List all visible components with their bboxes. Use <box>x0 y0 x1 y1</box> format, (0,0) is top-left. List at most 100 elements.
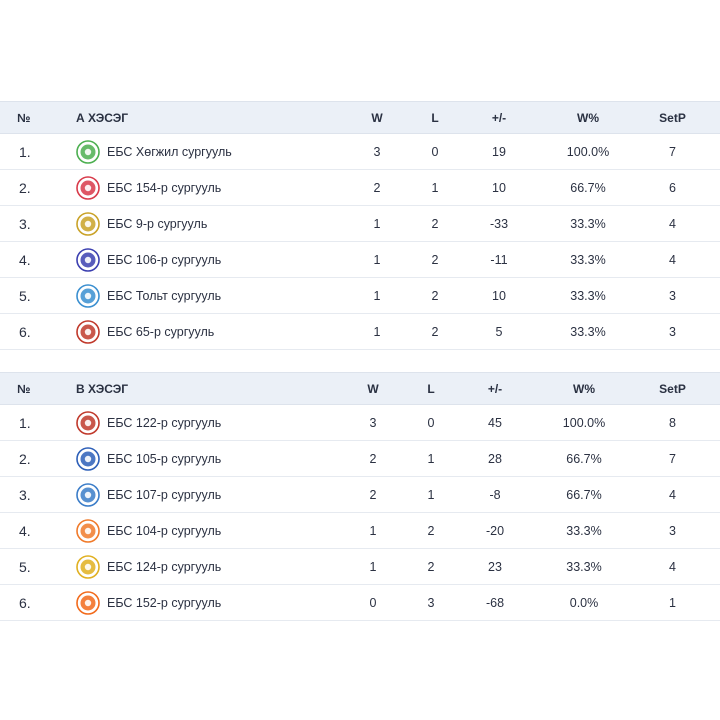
table-row[interactable]: 2. ЕБС 105-р сургууль 2 1 28 66.7% 7 <box>0 440 720 477</box>
rank-cell: 5. <box>0 277 76 314</box>
win-pct-column-header: W% <box>551 101 625 134</box>
team-link[interactable]: ЕБС 152-р сургууль <box>76 590 331 615</box>
table-header-row: № А ХЭСЭГ W L +/- W% SetP <box>0 101 720 134</box>
school-105-logo-icon <box>76 446 100 471</box>
team-link[interactable]: ЕБС 106-р сургууль <box>76 247 331 272</box>
win-pct-cell: 33.3% <box>551 205 625 242</box>
win-pct-cell: 66.7% <box>551 169 625 206</box>
table-row[interactable]: 5. ЕБС 124-р сургууль 1 2 23 33.3% 4 <box>0 548 720 585</box>
team-cell: ЕБС 124-р сургууль <box>76 548 331 585</box>
school-9-logo-icon <box>76 211 100 236</box>
team-name: ЕБС 124-р сургууль <box>107 559 222 574</box>
table-row[interactable]: 6. ЕБС 152-р сургууль 0 3 -68 0.0% 1 <box>0 584 720 621</box>
team-link[interactable]: ЕБС 104-р сургууль <box>76 518 331 543</box>
table-row[interactable]: 1. ЕБС Хөгжил сургууль 3 0 19 100.0% 7 <box>0 133 720 170</box>
losses-cell: 2 <box>423 313 447 350</box>
diff-cell: -68 <box>447 584 543 621</box>
diff-cell: 23 <box>447 548 543 585</box>
table-row[interactable]: 3. ЕБС 107-р сургууль 2 1 -8 66.7% 4 <box>0 476 720 513</box>
team-link[interactable]: ЕБС 124-р сургууль <box>76 554 331 579</box>
school-107-logo-icon <box>76 482 100 507</box>
group-title: А ХЭСЭГ <box>76 101 331 134</box>
team-link[interactable]: ЕБС 105-р сургууль <box>76 446 331 471</box>
team-link[interactable]: ЕБС 122-р сургууль <box>76 410 331 435</box>
setp-cell: 3 <box>625 277 720 314</box>
losses-cell: 2 <box>423 277 447 314</box>
rank-column-header: № <box>0 101 76 134</box>
team-name: ЕБС 154-р сургууль <box>107 180 222 195</box>
losses-column-header: L <box>415 372 447 405</box>
diff-column-header: +/- <box>447 372 543 405</box>
wins-column-header: W <box>331 372 415 405</box>
standings-table: № В ХЭСЭГ W L +/- W% SetP 1. ЕБС 122-р су… <box>0 372 720 621</box>
team-link[interactable]: ЕБС 9-р сургууль <box>76 211 331 236</box>
win-pct-cell: 66.7% <box>543 440 625 477</box>
losses-cell: 2 <box>415 512 447 549</box>
group-title: В ХЭСЭГ <box>76 372 331 405</box>
team-name: ЕБС 106-р сургууль <box>107 252 222 267</box>
win-pct-cell: 66.7% <box>543 476 625 513</box>
diff-cell: 10 <box>447 277 551 314</box>
losses-cell: 2 <box>423 241 447 278</box>
team-link[interactable]: ЕБС 65-р сургууль <box>76 319 331 344</box>
group-b-standings: № В ХЭСЭГ W L +/- W% SetP 1. ЕБС 122-р су… <box>0 372 720 621</box>
wins-cell: 1 <box>331 277 423 314</box>
win-pct-column-header: W% <box>543 372 625 405</box>
team-link[interactable]: ЕБС Хөгжил сургууль <box>76 139 331 164</box>
table-header-row: № В ХЭСЭГ W L +/- W% SetP <box>0 372 720 405</box>
team-link[interactable]: ЕБС 107-р сургууль <box>76 482 331 507</box>
team-cell: ЕБС Тольт сургууль <box>76 277 331 314</box>
setp-cell: 3 <box>625 313 720 350</box>
team-link[interactable]: ЕБС Тольт сургууль <box>76 283 331 308</box>
team-cell: ЕБС 107-р сургууль <box>76 476 331 513</box>
win-pct-cell: 33.3% <box>551 313 625 350</box>
diff-cell: -8 <box>447 476 543 513</box>
diff-cell: -33 <box>447 205 551 242</box>
win-pct-cell: 33.3% <box>551 241 625 278</box>
table-row[interactable]: 1. ЕБС 122-р сургууль 3 0 45 100.0% 8 <box>0 404 720 441</box>
setp-column-header: SetP <box>625 372 720 405</box>
team-name: ЕБС 104-р сургууль <box>107 523 222 538</box>
win-pct-cell: 33.3% <box>543 512 625 549</box>
setp-cell: 4 <box>625 205 720 242</box>
group-a-standings: № А ХЭСЭГ W L +/- W% SetP 1. ЕБС Хөгжил с… <box>0 101 720 350</box>
team-cell: ЕБС 122-р сургууль <box>76 404 331 441</box>
team-name: ЕБС 107-р сургууль <box>107 487 222 502</box>
table-row[interactable]: 6. ЕБС 65-р сургууль 1 2 5 33.3% 3 <box>0 313 720 350</box>
school-124-logo-icon <box>76 554 100 579</box>
losses-cell: 1 <box>423 169 447 206</box>
diff-cell: -20 <box>447 512 543 549</box>
tolt-school-logo-icon <box>76 283 100 308</box>
team-link[interactable]: ЕБС 154-р сургууль <box>76 175 331 200</box>
diff-cell: 28 <box>447 440 543 477</box>
wins-cell: 0 <box>331 584 415 621</box>
standings-table: № А ХЭСЭГ W L +/- W% SetP 1. ЕБС Хөгжил с… <box>0 101 720 350</box>
rank-cell: 6. <box>0 313 76 350</box>
wins-cell: 1 <box>331 512 415 549</box>
rank-column-header: № <box>0 372 76 405</box>
diff-cell: 10 <box>447 169 551 206</box>
table-row[interactable]: 5. ЕБС Тольт сургууль 1 2 10 33.3% 3 <box>0 277 720 314</box>
wins-cell: 2 <box>331 440 415 477</box>
team-cell: ЕБС 65-р сургууль <box>76 313 331 350</box>
rank-cell: 2. <box>0 440 76 477</box>
team-cell: ЕБС 154-р сургууль <box>76 169 331 206</box>
school-152-logo-icon <box>76 590 100 615</box>
setp-cell: 7 <box>625 440 720 477</box>
table-row[interactable]: 4. ЕБС 104-р сургууль 1 2 -20 33.3% 3 <box>0 512 720 549</box>
losses-cell: 0 <box>423 133 447 170</box>
table-row[interactable]: 4. ЕБС 106-р сургууль 1 2 -11 33.3% 4 <box>0 241 720 278</box>
diff-column-header: +/- <box>447 101 551 134</box>
team-cell: ЕБС 9-р сургууль <box>76 205 331 242</box>
rank-cell: 1. <box>0 404 76 441</box>
table-row[interactable]: 2. ЕБС 154-р сургууль 2 1 10 66.7% 6 <box>0 169 720 206</box>
setp-cell: 4 <box>625 548 720 585</box>
school-154-logo-icon <box>76 175 100 200</box>
table-row[interactable]: 3. ЕБС 9-р сургууль 1 2 -33 33.3% 4 <box>0 205 720 242</box>
wins-cell: 2 <box>331 169 423 206</box>
losses-column-header: L <box>423 101 447 134</box>
setp-cell: 4 <box>625 241 720 278</box>
losses-cell: 0 <box>415 404 447 441</box>
losses-cell: 1 <box>415 440 447 477</box>
win-pct-cell: 100.0% <box>551 133 625 170</box>
